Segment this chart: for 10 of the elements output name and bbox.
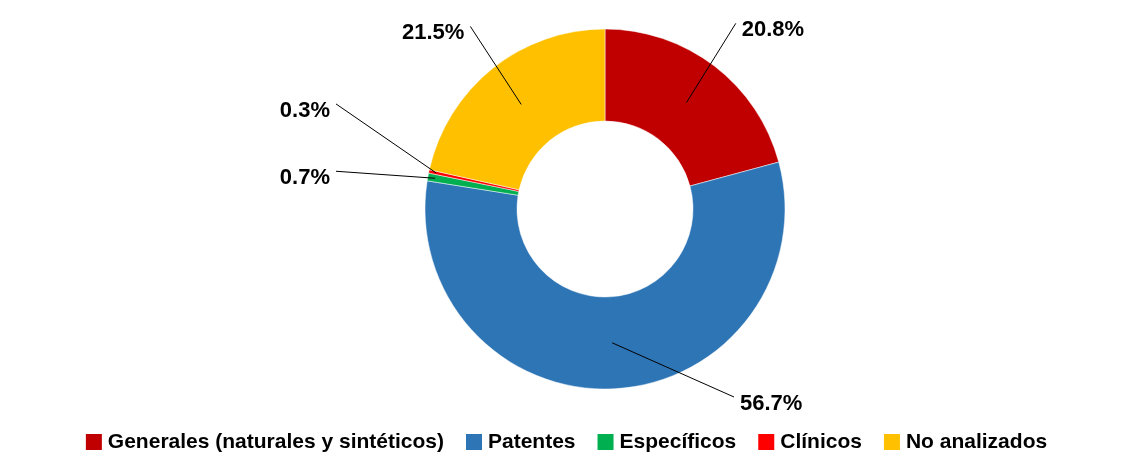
legend-label: Clínicos (780, 428, 862, 452)
data-label: 56.7% (740, 389, 803, 415)
legend-label: No analizados (905, 428, 1048, 452)
data-label: 0.3% (279, 96, 330, 122)
data-label: 20.8% (741, 16, 805, 42)
data-label: 21.5% (401, 19, 465, 45)
data-label: 0.7% (279, 164, 330, 190)
legend-label: Patentes (488, 428, 576, 452)
legend-label: Específicos (619, 428, 737, 452)
legend-label: Generales (naturales y sintéticos) (107, 428, 445, 452)
